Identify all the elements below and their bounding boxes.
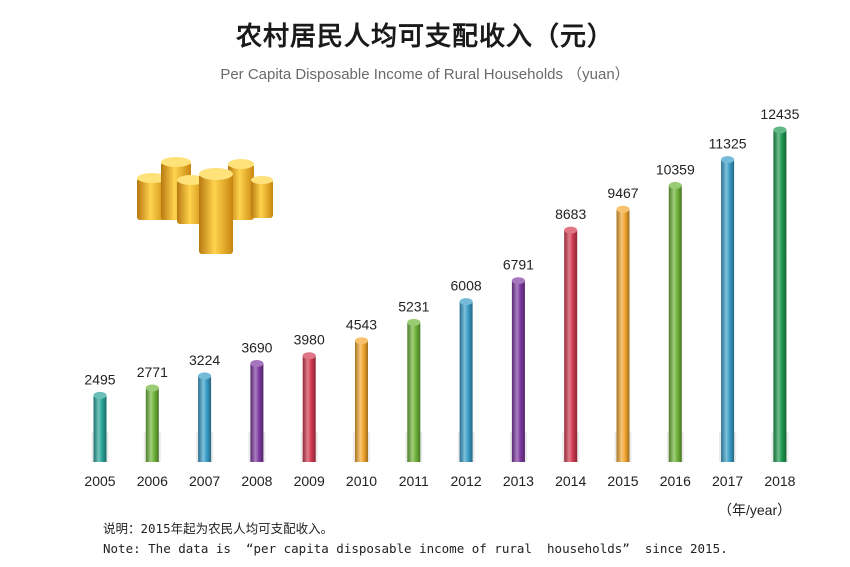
bar-2008 — [250, 363, 264, 462]
data-label-2018: 12435 — [760, 106, 799, 122]
bar-2012 — [459, 301, 473, 462]
gold-coins-icon — [137, 157, 273, 254]
bar-2018 — [773, 130, 787, 462]
bar-cap-2008 — [250, 359, 264, 367]
bar-2016 — [668, 185, 682, 463]
x-tick-label-2014: 2014 — [555, 473, 586, 489]
bar-cap-2017 — [721, 156, 735, 164]
note-chinese: 说明：2015年起为农民人均可支配收入。 — [103, 521, 334, 536]
x-tick-label-2017: 2017 — [712, 473, 743, 489]
bar-2010 — [355, 340, 368, 462]
x-tick-label-2018: 2018 — [764, 473, 795, 489]
bar-2007 — [198, 375, 212, 462]
bar-cap-2009 — [302, 352, 316, 360]
x-tick-label-2012: 2012 — [451, 473, 482, 489]
data-label-2007: 3224 — [189, 352, 220, 368]
data-label-2017: 11325 — [709, 136, 747, 152]
data-label-2011: 5231 — [398, 298, 429, 314]
data-label-2014: 8683 — [555, 206, 586, 222]
data-label-2005: 2495 — [84, 371, 115, 387]
data-label-2009: 3980 — [294, 332, 325, 348]
bar-cap-2014 — [564, 226, 578, 234]
bar-cap-2010 — [355, 337, 368, 345]
x-axis-unit-label: （年/year） — [718, 502, 792, 518]
chart-title: 农村居民人均可支配收入（元） — [235, 22, 614, 52]
data-label-2012: 6008 — [451, 278, 482, 294]
bar-2017 — [721, 159, 735, 462]
bar-cap-2011 — [407, 318, 421, 326]
bar-cap-2015 — [616, 205, 630, 213]
bar-cap-2005 — [93, 391, 107, 399]
x-tick-label-2011: 2011 — [399, 473, 429, 489]
bar-2015 — [616, 209, 630, 462]
bar-cap-2007 — [198, 372, 212, 380]
x-tick-label-2015: 2015 — [607, 473, 638, 489]
bar-cap-2016 — [668, 181, 682, 189]
chart-subtitle: Per Capita Disposable Income of Rural Ho… — [220, 66, 630, 83]
x-tick-label-2007: 2007 — [189, 473, 220, 489]
data-label-2010: 4543 — [346, 317, 377, 333]
x-tick-label-2016: 2016 — [660, 473, 691, 489]
data-label-2016: 10359 — [656, 161, 695, 177]
data-label-2015: 9467 — [607, 185, 638, 201]
data-label-2013: 6791 — [503, 257, 534, 273]
x-tick-label-2005: 2005 — [84, 473, 115, 489]
bar-2013 — [511, 280, 525, 462]
bar-cap-2006 — [145, 384, 159, 392]
bar-2005 — [93, 395, 107, 462]
x-tick-label-2006: 2006 — [137, 473, 168, 489]
x-tick-label-2013: 2013 — [503, 473, 534, 489]
data-label-2006: 2771 — [137, 364, 168, 380]
bar-2006 — [145, 388, 159, 462]
bar-2009 — [302, 355, 316, 462]
x-tick-label-2010: 2010 — [346, 473, 377, 489]
bar-cap-2012 — [459, 298, 473, 306]
data-label-2008: 3690 — [241, 339, 272, 355]
note-english: Note: The data is “per capita disposable… — [103, 541, 728, 556]
bar-2014 — [564, 230, 578, 462]
bar-cap-2018 — [773, 126, 787, 134]
bar-cap-2013 — [511, 277, 525, 285]
bar-2011 — [407, 322, 421, 462]
x-tick-label-2009: 2009 — [294, 473, 325, 489]
x-tick-label-2008: 2008 — [241, 473, 272, 489]
